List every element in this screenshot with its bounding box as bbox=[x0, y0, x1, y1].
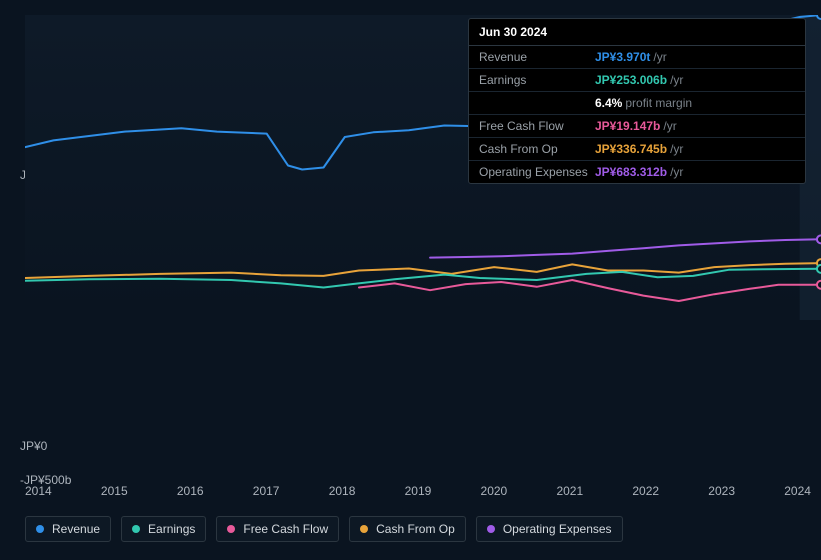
x-axis-label: 2015 bbox=[101, 484, 128, 504]
tooltip-row-value: JP¥3.970t bbox=[595, 50, 650, 64]
legend-label: Free Cash Flow bbox=[243, 522, 328, 536]
tooltip-row: Operating ExpensesJP¥683.312b/yr bbox=[469, 161, 805, 183]
y-axis-label: JP¥0 bbox=[20, 439, 47, 453]
chart-tooltip: Jun 30 2024 RevenueJP¥3.970t/yrEarningsJ… bbox=[468, 18, 806, 184]
legend-item-fcf[interactable]: Free Cash Flow bbox=[216, 516, 339, 542]
x-axis-label: 2020 bbox=[481, 484, 508, 504]
legend-label: Operating Expenses bbox=[503, 522, 612, 536]
legend-dot-icon bbox=[132, 525, 140, 533]
tooltip-row-unit: profit margin bbox=[625, 96, 692, 110]
legend-label: Earnings bbox=[148, 522, 195, 536]
series-end-dot-fcf bbox=[817, 281, 821, 289]
tooltip-row-unit: /yr bbox=[670, 73, 683, 87]
legend-dot-icon bbox=[487, 525, 495, 533]
tooltip-row: Free Cash FlowJP¥19.147b/yr bbox=[469, 115, 805, 138]
tooltip-row-label: Revenue bbox=[479, 50, 595, 64]
chart-x-axis: 2014 2015 2016 2017 2018 2019 2020 2021 2022 2023… bbox=[25, 484, 811, 504]
legend-dot-icon bbox=[227, 525, 235, 533]
legend-item-cfo[interactable]: Cash From Op bbox=[349, 516, 466, 542]
x-axis-label: 2023 bbox=[708, 484, 735, 504]
x-axis-label: 2017 bbox=[253, 484, 280, 504]
x-axis-label: 2019 bbox=[405, 484, 432, 504]
tooltip-row: Cash From OpJP¥336.745b/yr bbox=[469, 138, 805, 161]
x-axis-label: 2022 bbox=[632, 484, 659, 504]
tooltip-row-value: JP¥253.006b bbox=[595, 73, 667, 87]
legend-label: Revenue bbox=[52, 522, 100, 536]
tooltip-row-value: JP¥336.745b bbox=[595, 142, 667, 156]
tooltip-row-label bbox=[479, 96, 595, 110]
tooltip-row-unit: /yr bbox=[653, 50, 666, 64]
x-axis-label: 2016 bbox=[177, 484, 204, 504]
legend-dot-icon bbox=[36, 525, 44, 533]
tooltip-row-unit: /yr bbox=[670, 142, 683, 156]
tooltip-row-label: Earnings bbox=[479, 73, 595, 87]
tooltip-row-label: Free Cash Flow bbox=[479, 119, 595, 133]
tooltip-row-unit: /yr bbox=[663, 119, 676, 133]
tooltip-row-value: 6.4% bbox=[595, 96, 622, 110]
legend-dot-icon bbox=[360, 525, 368, 533]
tooltip-row: RevenueJP¥3.970t/yr bbox=[469, 46, 805, 69]
tooltip-row-value: JP¥19.147b bbox=[595, 119, 660, 133]
tooltip-row-label: Cash From Op bbox=[479, 142, 595, 156]
tooltip-row-unit: /yr bbox=[670, 165, 683, 179]
series-end-dot-opex bbox=[817, 235, 821, 243]
series-end-dot-earnings bbox=[817, 265, 821, 273]
legend-item-revenue[interactable]: Revenue bbox=[25, 516, 111, 542]
x-axis-label: 2018 bbox=[329, 484, 356, 504]
series-end-dot-revenue bbox=[817, 15, 821, 19]
x-axis-label: 2014 bbox=[25, 484, 52, 504]
legend-item-opex[interactable]: Operating Expenses bbox=[476, 516, 623, 542]
tooltip-row: EarningsJP¥253.006b/yr bbox=[469, 69, 805, 92]
chart-legend: Revenue Earnings Free Cash Flow Cash From O… bbox=[25, 516, 623, 542]
legend-item-earnings[interactable]: Earnings bbox=[121, 516, 206, 542]
tooltip-row-value: JP¥683.312b bbox=[595, 165, 667, 179]
x-axis-label: 2024 bbox=[784, 484, 811, 504]
tooltip-row: 6.4%profit margin bbox=[469, 92, 805, 115]
tooltip-date: Jun 30 2024 bbox=[469, 19, 805, 46]
x-axis-label: 2021 bbox=[556, 484, 583, 504]
legend-label: Cash From Op bbox=[376, 522, 455, 536]
tooltip-row-label: Operating Expenses bbox=[479, 165, 595, 179]
